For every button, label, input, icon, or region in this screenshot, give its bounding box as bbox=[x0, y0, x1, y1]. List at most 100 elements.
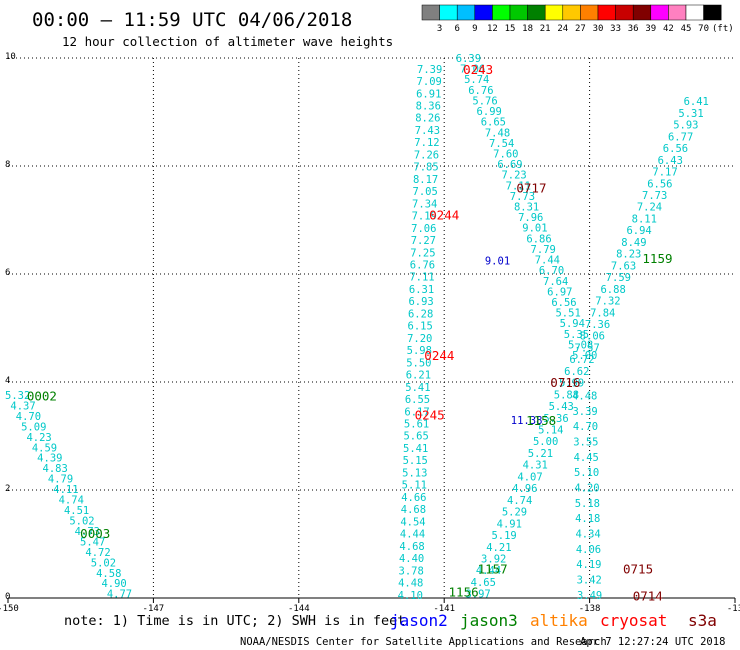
wave-height-point: 3.78 bbox=[399, 565, 424, 577]
wave-height-point: 6.94 bbox=[626, 225, 651, 237]
pass-time-label: 1156 bbox=[449, 585, 479, 600]
wave-height-point: 7.34 bbox=[412, 198, 437, 210]
colorbar-tick-label: 42 bbox=[663, 24, 674, 34]
colorbar-swatch-6 bbox=[527, 4, 546, 21]
colorbar-swatch-2 bbox=[456, 4, 476, 21]
colorbar-tick-label: 70 bbox=[698, 24, 709, 34]
wave-height-point: 4.19 bbox=[576, 559, 601, 571]
colorbar-tick-label: 6 bbox=[454, 24, 459, 34]
x-tick-label: -141 bbox=[433, 604, 455, 614]
wave-height-point: 4.51 bbox=[64, 505, 89, 517]
wave-height-point: 7.96 bbox=[518, 212, 543, 224]
wave-height-point: 5.36 bbox=[543, 413, 568, 425]
wave-height-point: 5.88 bbox=[554, 389, 579, 401]
wave-height-point: 7.06 bbox=[460, 64, 485, 76]
wave-height-point: 6.97 bbox=[547, 286, 572, 298]
wave-height-point: 7.54 bbox=[489, 138, 514, 150]
legend-jason3: jason3 bbox=[460, 611, 518, 630]
wave-height-point: 5.21 bbox=[528, 448, 553, 460]
grid bbox=[8, 57, 735, 598]
wave-height-point: 4.79 bbox=[48, 474, 73, 486]
wave-height-point: 5.99 bbox=[559, 378, 584, 390]
wave-height-point: 8.49 bbox=[621, 237, 646, 249]
wave-height-point: 5.09 bbox=[21, 421, 46, 433]
wave-height-point: 4.20 bbox=[574, 482, 599, 494]
wave-height-point: 4.91 bbox=[497, 518, 522, 530]
wave-height-point: 6.21 bbox=[406, 370, 431, 382]
wave-height-point: 4.70 bbox=[573, 421, 598, 433]
wave-height-point: 7.24 bbox=[637, 202, 662, 214]
colorbar-swatch-0 bbox=[421, 4, 440, 21]
wave-height-point: 5.31 bbox=[678, 108, 703, 120]
pass-time-label: 0717 bbox=[516, 181, 546, 196]
wave-height-point: 7.73 bbox=[642, 190, 667, 202]
wave-height-point: 4.66 bbox=[401, 492, 426, 504]
wave-height-point: 8.17 bbox=[413, 174, 438, 186]
colorbar-tick-label: 12 bbox=[487, 24, 498, 34]
colorbar-swatch-3 bbox=[474, 4, 493, 21]
wave-height-point: 5.51 bbox=[555, 308, 580, 320]
wave-height-point: 6.93 bbox=[408, 296, 433, 308]
data-marks: 5.324.374.705.094.234.594.394.834.794.11… bbox=[5, 53, 709, 603]
wave-height-point: 8.06 bbox=[580, 331, 605, 343]
wave-height-point: 7.12 bbox=[414, 137, 439, 149]
wave-height-point: 7.19 bbox=[412, 211, 437, 223]
wave-height-point: 7.17 bbox=[652, 167, 677, 179]
wave-height-point: 5.32 bbox=[5, 390, 30, 402]
wave-height-point: 7.20 bbox=[407, 333, 432, 345]
y-tick-label: 0 bbox=[5, 592, 10, 602]
colorbar-swatch-1 bbox=[439, 4, 458, 21]
wave-height-point: 5.14 bbox=[538, 425, 563, 437]
wave-height-point: 4.48 bbox=[398, 578, 423, 590]
wave-height-point: 4.11 bbox=[53, 484, 78, 496]
wave-height-point: 6.76 bbox=[468, 85, 493, 97]
y-tick-label: 4 bbox=[5, 376, 10, 386]
x-tick-label: -138 bbox=[579, 604, 601, 614]
wave-height-point: 5.00 bbox=[533, 436, 558, 448]
colorbar-swatch-13 bbox=[650, 4, 669, 21]
wave-height-point: 4.37 bbox=[10, 400, 35, 412]
colorbar-swatch-4 bbox=[492, 4, 511, 21]
wave-height-point: 4.83 bbox=[43, 463, 68, 475]
wave-height-point: 7.27 bbox=[411, 235, 436, 247]
footer-timestamp: Apr 7 12:27:24 UTC 2018 bbox=[580, 636, 725, 648]
satellite-legend: jason2 jason3 altika cryosat s3a bbox=[390, 611, 717, 630]
wave-height-point: 6.65 bbox=[481, 117, 506, 129]
wave-height-point: 7.05 bbox=[413, 186, 438, 198]
colorbar-tick-label: 30 bbox=[593, 24, 604, 34]
wave-height-point: 6.77 bbox=[668, 131, 693, 143]
wave-height-point: 7.36 bbox=[585, 319, 610, 331]
wave-height-point: 6.31 bbox=[409, 284, 434, 296]
wave-height-point: 4.21 bbox=[486, 542, 511, 554]
wave-height-point: 5.47 bbox=[80, 536, 105, 548]
pass-time-label: 0002 bbox=[27, 389, 57, 404]
wave-height-point: 5.50 bbox=[406, 357, 431, 369]
wave-height-point: 5.98 bbox=[407, 345, 432, 357]
wave-height-point: 7.11 bbox=[506, 180, 531, 192]
pass-time-label: 0716 bbox=[550, 375, 580, 390]
wave-height-point: 5.18 bbox=[575, 498, 600, 510]
wave-height-point: 6.17 bbox=[404, 406, 429, 418]
wave-height-point: 7.79 bbox=[531, 244, 556, 256]
wave-height-point: 5.08 bbox=[568, 339, 593, 351]
wave-height-point: 4.48 bbox=[572, 391, 597, 403]
wave-height-point: 6.72 bbox=[569, 354, 594, 366]
wave-height-point: 7.48 bbox=[485, 127, 510, 139]
x-tick-label: -144 bbox=[288, 604, 310, 614]
wave-height-point: 5.29 bbox=[502, 507, 527, 519]
wave-height-point: 4.77 bbox=[107, 589, 132, 601]
wave-height-point: 8.26 bbox=[415, 113, 440, 125]
wave-height-point: 4.40 bbox=[399, 553, 424, 565]
pass-time-label: 0243 bbox=[463, 62, 493, 77]
x-tick-label: -150 bbox=[0, 604, 19, 614]
colorbar-tick-label: 18 bbox=[522, 24, 533, 34]
wave-height-point: 7.32 bbox=[595, 296, 620, 308]
wave-height-point: 4.34 bbox=[575, 528, 600, 540]
wave-height-point: 7.59 bbox=[606, 272, 631, 284]
colorbar-tick-label: 27 bbox=[575, 24, 586, 34]
chart-title: 00:00 – 11:59 UTC 04/06/2018 bbox=[32, 9, 352, 31]
wave-height-point: 4.31 bbox=[523, 460, 548, 472]
wave-height-point: 4.58 bbox=[96, 568, 121, 580]
wave-height-point: 6.88 bbox=[600, 284, 625, 296]
